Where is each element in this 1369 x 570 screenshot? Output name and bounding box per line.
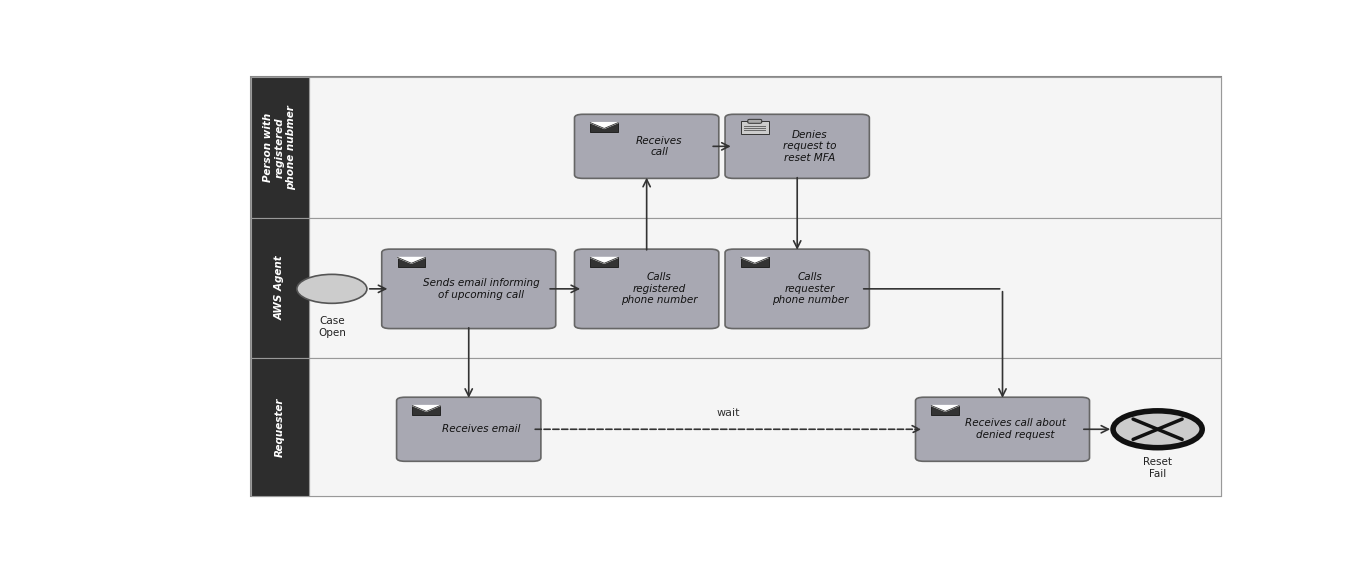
Text: Calls
requester
phone number: Calls requester phone number — [772, 272, 849, 306]
Bar — [741, 258, 768, 267]
Polygon shape — [931, 406, 960, 412]
FancyBboxPatch shape — [382, 249, 556, 328]
Bar — [397, 258, 426, 267]
Circle shape — [1113, 411, 1202, 447]
FancyBboxPatch shape — [726, 249, 869, 328]
Polygon shape — [412, 406, 439, 412]
Text: Reset
Fail: Reset Fail — [1143, 457, 1172, 479]
Polygon shape — [741, 258, 768, 263]
Polygon shape — [397, 258, 426, 263]
Text: Receives
call: Receives call — [637, 136, 683, 157]
FancyBboxPatch shape — [747, 119, 761, 123]
Bar — [590, 258, 617, 267]
Text: Case
Open: Case Open — [318, 316, 346, 338]
Bar — [251, 218, 309, 358]
FancyBboxPatch shape — [741, 121, 768, 133]
FancyBboxPatch shape — [575, 249, 719, 328]
Polygon shape — [590, 123, 617, 128]
Text: Person with
registered
phone nubmer: Person with registered phone nubmer — [263, 105, 297, 190]
Bar — [251, 77, 309, 218]
Text: Receives call about
denied request: Receives call about denied request — [965, 418, 1065, 440]
Bar — [931, 406, 960, 415]
FancyBboxPatch shape — [726, 115, 869, 178]
Bar — [309, 218, 1221, 358]
Text: Sends email informing
of upcoming call: Sends email informing of upcoming call — [423, 278, 539, 300]
FancyBboxPatch shape — [916, 397, 1090, 461]
Bar — [590, 123, 617, 132]
Bar — [412, 406, 439, 415]
Bar — [309, 77, 1221, 218]
FancyBboxPatch shape — [575, 115, 719, 178]
Bar — [251, 358, 309, 496]
Text: Denies
request to
reset MFA: Denies request to reset MFA — [783, 130, 836, 163]
Text: Receives email: Receives email — [442, 424, 520, 434]
Circle shape — [297, 274, 367, 303]
Text: AWS Agent: AWS Agent — [275, 255, 285, 320]
Bar — [309, 358, 1221, 496]
Text: wait: wait — [716, 408, 739, 418]
Polygon shape — [590, 258, 617, 263]
Text: Requester: Requester — [275, 397, 285, 457]
FancyBboxPatch shape — [397, 397, 541, 461]
Text: Calls
registered
phone number: Calls registered phone number — [622, 272, 698, 306]
